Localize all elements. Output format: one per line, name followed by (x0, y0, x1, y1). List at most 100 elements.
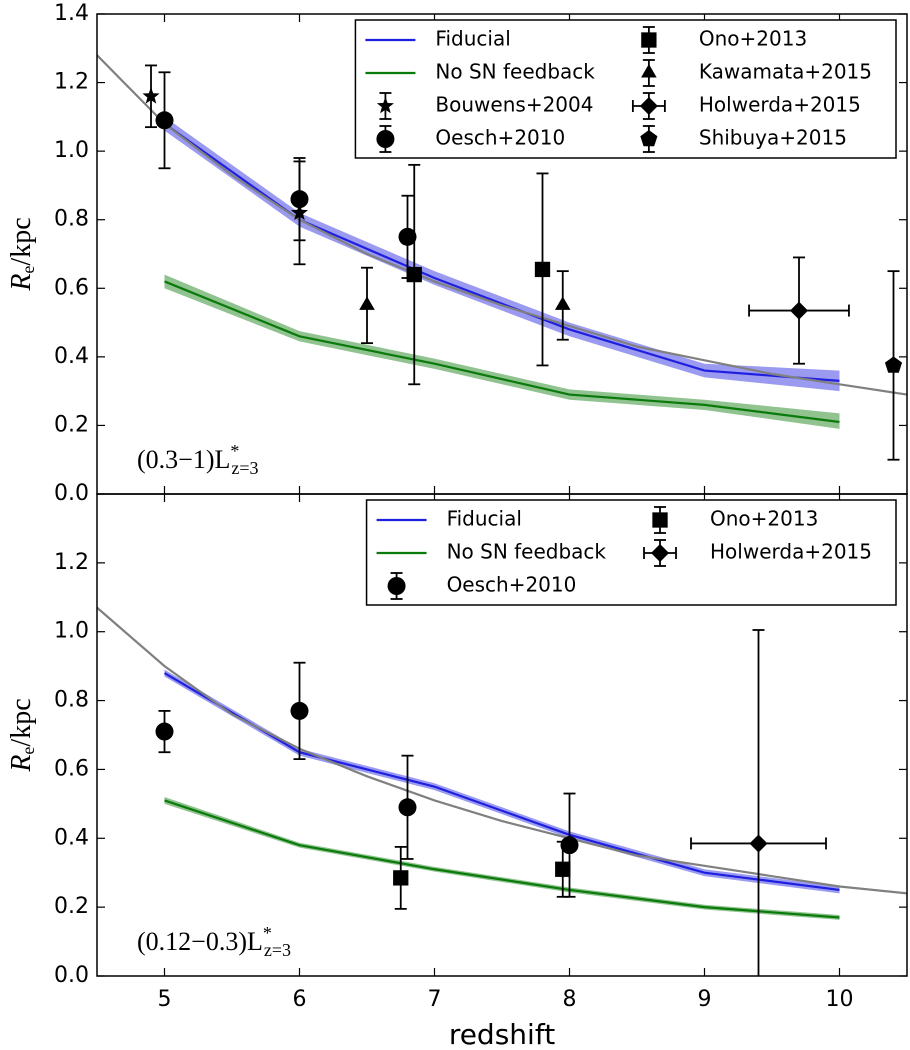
annotation-superscript: * (230, 441, 239, 461)
legend-label: Shibuya+2015 (699, 126, 847, 150)
legend-label: Bouwens+2004 (435, 93, 593, 117)
y-label-symbol: R (6, 755, 37, 773)
annotation-superscript: * (263, 923, 272, 943)
x-tick-label: 6 (293, 987, 307, 1012)
marker (641, 32, 657, 48)
y-tick-label: 1.2 (54, 550, 89, 575)
marker (640, 130, 658, 147)
legend-label: Kawamata+2015 (699, 60, 872, 84)
line (163, 122, 840, 382)
marker (884, 356, 903, 373)
annotation-text: (0.3−1)L (137, 445, 230, 474)
band (164, 796, 840, 920)
legend-label: Holwerda+2015 (699, 93, 861, 117)
legend-entry: Kawamata+2015 (641, 59, 872, 87)
marker (155, 111, 174, 130)
y-tick-label: 1.4 (54, 1, 89, 26)
legend-entry: Oesch+2010 (387, 572, 577, 600)
panel: 0.0 0.2 0.4 0.6 0.8 1.0 1.2 1.4 Re/kpc (0.3−1)L* z… (6, 1, 908, 506)
legend-label: Ono+2013 (710, 507, 818, 531)
legend-label: No SN feedback (435, 60, 595, 84)
y-tick-label: 0.2 (54, 894, 89, 919)
legend-label: Fiducial (435, 27, 510, 51)
y-tick-label: 0.4 (54, 344, 89, 369)
annotation-subscript: z=3 (231, 458, 258, 478)
marker (398, 227, 417, 246)
line (163, 672, 840, 892)
plot-area (97, 606, 907, 976)
y-label-subscript: e (18, 747, 38, 755)
y-tick-label: 0.6 (54, 275, 89, 300)
marker (641, 64, 657, 78)
plot-area (97, 54, 907, 461)
legend: Fiducial No SN feedback Oesch+2010 Ono+2013… (365, 499, 897, 606)
legend-entry: No SN feedback (365, 60, 595, 84)
axes-frame (96, 493, 908, 977)
legend-label: Fiducial (447, 507, 522, 531)
annotation-subscript: z=3 (264, 940, 291, 960)
marker (142, 87, 160, 104)
legend-label: Oesch+2010 (435, 126, 565, 150)
x-tick-label: 7 (428, 987, 442, 1012)
y-tick-label: 1.2 (54, 70, 89, 95)
math-label: (0.3−1)L* z=3 (137, 441, 259, 478)
legend-entry: Holwerda+2015 (631, 92, 861, 120)
marker (155, 722, 174, 741)
marker (749, 834, 768, 853)
marker (554, 296, 571, 310)
line (164, 799, 840, 919)
marker (560, 836, 579, 855)
marker (359, 296, 375, 310)
y-tick-label: 0.2 (54, 412, 89, 437)
marker (639, 97, 658, 115)
line (164, 280, 840, 424)
marker (398, 798, 417, 817)
y-tick-label: 0.8 (54, 688, 89, 713)
x-tick-label: 5 (158, 987, 172, 1012)
x-tick-label: 10 (826, 987, 854, 1012)
marker (393, 870, 409, 886)
marker (290, 190, 309, 209)
x-tick-label: 8 (563, 987, 577, 1012)
y-label-unit: /kpc (6, 698, 37, 746)
y-tick-label: 0.6 (54, 756, 89, 781)
legend-entry: Holwerda+2015 (643, 539, 872, 567)
legend-entry: Oesch+2010 (376, 125, 565, 153)
legend-entry: Bouwens+2004 (376, 92, 593, 120)
legend-entry: Fiducial (365, 27, 511, 51)
math-label: Re/kpc (6, 698, 38, 772)
legend-entry: Ono+2013 (652, 506, 818, 534)
legend-label: Ono+2013 (699, 27, 807, 51)
legend-entry: Shibuya+2015 (640, 125, 847, 153)
x-tick-label: 9 (698, 987, 712, 1012)
marker (790, 301, 808, 320)
line (97, 606, 907, 895)
legend-entry: No SN feedback (376, 540, 607, 564)
band (164, 669, 840, 894)
marker (555, 861, 571, 877)
x-axis-label: redshift (449, 1018, 555, 1050)
legend-entry: Fiducial (376, 507, 522, 531)
y-tick-label: 0.0 (54, 481, 89, 506)
marker (387, 577, 406, 595)
legend-label: Oesch+2010 (447, 573, 577, 597)
y-label-unit: /kpc (6, 217, 37, 265)
marker (406, 266, 422, 283)
annotation-text: (0.12−0.3)L (137, 927, 263, 956)
line (97, 54, 907, 396)
marker (534, 261, 551, 278)
marker (651, 544, 670, 562)
y-tick-label: 0.8 (54, 207, 89, 232)
marker (290, 701, 309, 720)
legend-label: No SN feedback (447, 540, 607, 564)
y-label-subscript: e (18, 266, 38, 274)
marker (652, 512, 668, 528)
math-label: Re/kpc (6, 217, 38, 291)
y-tick-label: 1.0 (54, 138, 89, 163)
y-label-symbol: R (6, 274, 37, 292)
y-tick-label: 0.0 (54, 963, 89, 988)
y-tick-label: 0.4 (54, 825, 89, 850)
legend-box (365, 499, 897, 606)
